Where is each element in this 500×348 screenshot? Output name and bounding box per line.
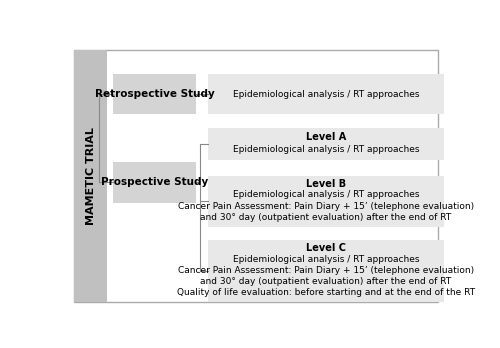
Bar [208, 74, 444, 114]
Text: Level C: Level C [306, 243, 346, 253]
Text: and 30° day (outpatient evaluation) after the end of RT: and 30° day (outpatient evaluation) afte… [200, 213, 452, 222]
Text: and 30° day (outpatient evaluation) after the end of RT: and 30° day (outpatient evaluation) afte… [200, 277, 452, 286]
Bar [113, 162, 196, 203]
Text: Level A: Level A [306, 132, 346, 142]
Bar [208, 127, 444, 160]
Text: Cancer Pain Assessment: Pain Diary + 15’ (telephone evaluation): Cancer Pain Assessment: Pain Diary + 15’… [178, 266, 474, 275]
Text: Prospective Study: Prospective Study [101, 177, 208, 188]
Bar [208, 176, 444, 227]
Text: Retrospective Study: Retrospective Study [94, 89, 214, 99]
Text: Epidemiological analysis / RT approaches: Epidemiological analysis / RT approaches [233, 89, 419, 98]
Text: Epidemiological analysis / RT approaches: Epidemiological analysis / RT approaches [233, 145, 419, 154]
Text: Cancer Pain Assessment: Pain Diary + 15’ (telephone evaluation): Cancer Pain Assessment: Pain Diary + 15’… [178, 202, 474, 211]
Bar [113, 74, 196, 114]
Text: MAMETIC TRIAL: MAMETIC TRIAL [86, 127, 96, 225]
Text: Epidemiological analysis / RT approaches: Epidemiological analysis / RT approaches [233, 190, 419, 199]
Text: Level B: Level B [306, 179, 346, 189]
Bar [74, 50, 107, 302]
Text: Epidemiological analysis / RT approaches: Epidemiological analysis / RT approaches [233, 255, 419, 263]
Bar [208, 240, 444, 302]
Text: Quality of life evaluation: before starting and at the end of the RT: Quality of life evaluation: before start… [177, 288, 475, 297]
